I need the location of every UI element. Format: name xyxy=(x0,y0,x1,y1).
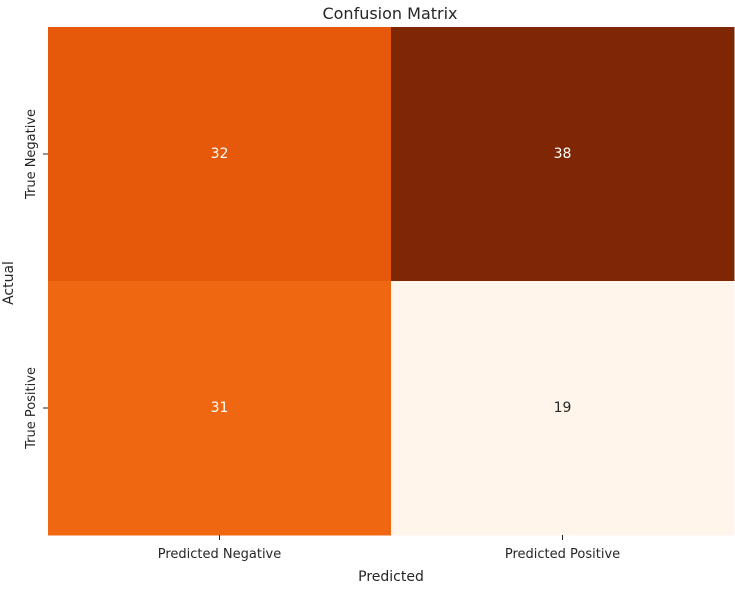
cell-value-label: 32 xyxy=(211,146,229,162)
y-tick-label: True Positive xyxy=(24,367,39,450)
x-tick-label: Predicted Negative xyxy=(158,547,282,562)
y-axis-label: Actual xyxy=(1,261,17,305)
y-tick-label: True Negative xyxy=(24,109,39,200)
x-tick-label: Predicted Positive xyxy=(505,547,620,562)
x-axis-ticks: Predicted Negative Predicted Positive xyxy=(158,535,620,562)
cell-value-label: 38 xyxy=(554,146,572,162)
x-axis-label: Predicted xyxy=(358,569,424,585)
heatmap-cell xyxy=(391,281,735,536)
heatmap-cell-labels: 32 38 31 19 xyxy=(211,146,572,416)
heatmap-cell xyxy=(48,27,392,282)
cell-value-label: 19 xyxy=(554,400,572,416)
cell-value-label: 31 xyxy=(211,400,229,416)
chart-title: Confusion Matrix xyxy=(322,4,457,23)
heatmap-cell xyxy=(391,27,735,282)
heatmap-cells xyxy=(48,27,735,536)
y-axis-ticks: True Negative True Positive xyxy=(24,109,48,450)
heatmap-cell xyxy=(48,281,392,536)
